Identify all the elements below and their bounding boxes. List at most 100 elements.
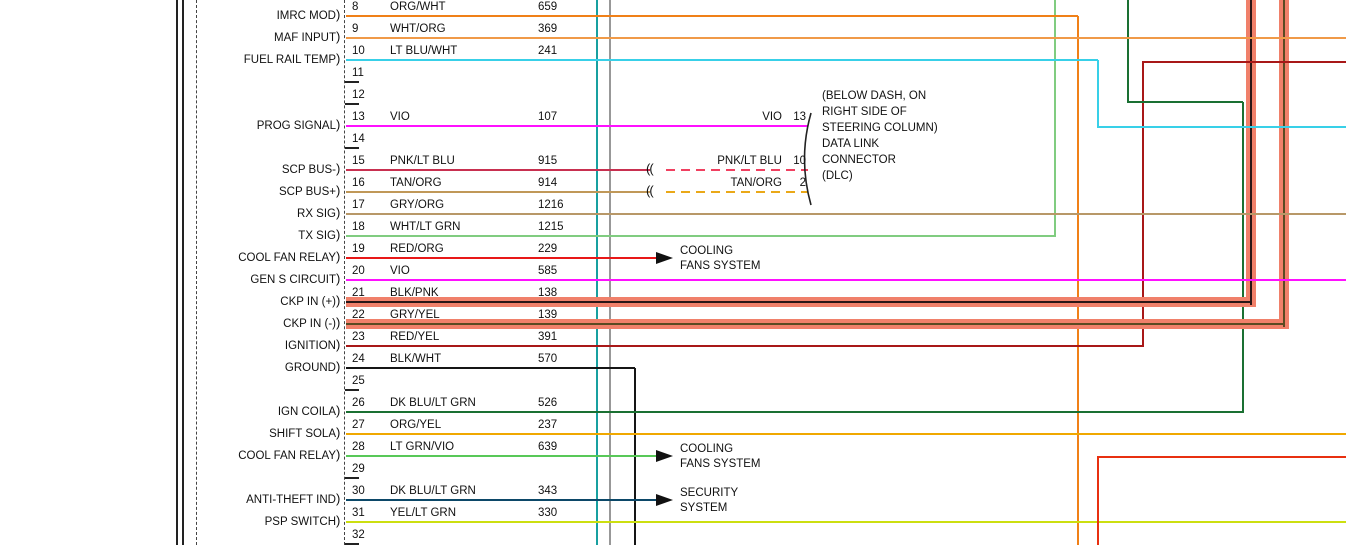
signal-label: PSP SWITCH (264, 516, 336, 528)
pin-number: 29 (352, 463, 365, 475)
wire-pin27 (346, 433, 1346, 435)
label-bracket: ) (336, 447, 341, 462)
destination-line: COOLING (680, 443, 734, 455)
label-bracket: ) (336, 51, 341, 66)
destination-label: COOLING FANS SYSTEM (680, 244, 761, 274)
pin-number: 13 (352, 111, 365, 123)
label-bracket: ) (336, 183, 341, 198)
module-dashed-boundary (196, 0, 197, 545)
wire-pin19 (346, 257, 656, 259)
pin-number: 22 (352, 309, 365, 321)
destination-line: FANS SYSTEM (680, 458, 761, 470)
destination-line: SYSTEM (680, 502, 728, 514)
circuit-number: 570 (538, 353, 558, 365)
dlc-note-line: (BELOW DASH, ON (822, 90, 927, 102)
pin-number: 17 (352, 199, 365, 211)
dlc-brace (803, 112, 812, 206)
signal-label: GROUND (284, 362, 336, 374)
label-bracket: ) (336, 29, 341, 44)
wire-pin23 (1142, 61, 1346, 63)
pin-number: 30 (352, 485, 365, 497)
wire-color-label: LT BLU/WHT (390, 45, 458, 57)
dlc-pin-number: 2 (799, 177, 806, 189)
wire-pin21-core-vertical (1250, 0, 1252, 305)
pin-stub (345, 81, 359, 83)
arrow-icon (656, 494, 673, 506)
pin-number: 27 (352, 419, 365, 431)
wire-color-label: WHT/LT GRN (390, 221, 461, 233)
wire-pin26-vertical (1127, 0, 1129, 103)
dlc-note-line: DATA LINK (822, 138, 880, 150)
label-bracket: ) (336, 315, 341, 330)
wire-color-label: LT GRN/VIO (390, 441, 455, 453)
vertical-wire-teal (596, 0, 598, 545)
connector-dashed-line (344, 0, 345, 545)
signal-label: CKP IN (-) (283, 318, 336, 330)
signal-label: TX SIG (298, 230, 336, 242)
wire-color-label: RED/ORG (390, 243, 444, 255)
wire-pin15-dashed (666, 169, 808, 171)
other-circuit-outline (1098, 456, 1346, 458)
wire-color-label: WHT/ORG (390, 23, 446, 35)
dlc-wire-color: TAN/ORG (730, 177, 782, 189)
wire-pin17 (346, 213, 1346, 215)
label-bracket: ) (336, 227, 341, 242)
signal-label: SCP BUS+ (279, 186, 336, 198)
circuit-number: 107 (538, 111, 558, 123)
wire-color-label: BLK/PNK (390, 287, 439, 299)
pin-stub (345, 543, 359, 545)
dlc-pin-number: 10 (793, 155, 806, 167)
pin-number: 16 (352, 177, 365, 189)
pin-number: 26 (352, 397, 365, 409)
wire-pin10-vertical (1097, 60, 1099, 128)
circuit-number: 139 (538, 309, 558, 321)
pin-number: 31 (352, 507, 365, 519)
circuit-number: 915 (538, 155, 558, 167)
pin-stub (345, 103, 359, 105)
signal-label: ANTI-THEFT IND (246, 494, 336, 506)
wire-color-label: GRY/ORG (390, 199, 445, 211)
circuit-number: 585 (538, 265, 558, 277)
dlc-pin-label: VIO 13 (620, 110, 806, 124)
pin-number: 10 (352, 45, 365, 57)
label-bracket: ) (336, 205, 341, 220)
label-bracket: ) (336, 161, 341, 176)
circuit-number: 659 (538, 1, 558, 13)
dlc-note-line: (DLC) (822, 170, 853, 182)
pin-stub (345, 389, 359, 391)
pin-number: 14 (352, 133, 365, 145)
inline-connector-icon: (( (646, 161, 654, 176)
pin-number: 18 (352, 221, 365, 233)
circuit-number: 237 (538, 419, 558, 431)
arrow-icon (656, 450, 673, 462)
circuit-number: 526 (538, 397, 558, 409)
wire-color-label: GRY/YEL (390, 309, 440, 321)
wire-color-label: ORG/WHT (390, 1, 446, 13)
pin-number: 21 (352, 287, 365, 299)
label-bracket: ) (336, 403, 341, 418)
pin-number: 23 (352, 331, 365, 343)
pin-number: 20 (352, 265, 365, 277)
wire-color-label: ORG/YEL (390, 419, 442, 431)
wire-pin9 (346, 37, 1346, 39)
pin-number: 8 (352, 1, 359, 13)
wire-color-label: PNK/LT BLU (390, 155, 455, 167)
wire-pin10 (346, 59, 1098, 61)
module-border-line (176, 0, 178, 545)
pin-number: 12 (352, 89, 365, 101)
wire-pin22-core-vertical (1283, 0, 1285, 327)
signal-label: IMRC MOD (276, 10, 336, 22)
wire-pin16-dashed (666, 191, 808, 193)
pin-number: 19 (352, 243, 365, 255)
label-bracket: ) (336, 425, 341, 440)
arrow-icon (656, 252, 673, 264)
pin-number: 24 (352, 353, 365, 365)
circuit-number: 1216 (538, 199, 564, 211)
wire-pin24-ground (346, 367, 635, 369)
wire-pin21-core (346, 301, 1252, 303)
circuit-number: 229 (538, 243, 558, 255)
pin-stub (345, 147, 359, 149)
label-bracket: ) (336, 513, 341, 528)
signal-label: RX SIG (297, 208, 336, 220)
